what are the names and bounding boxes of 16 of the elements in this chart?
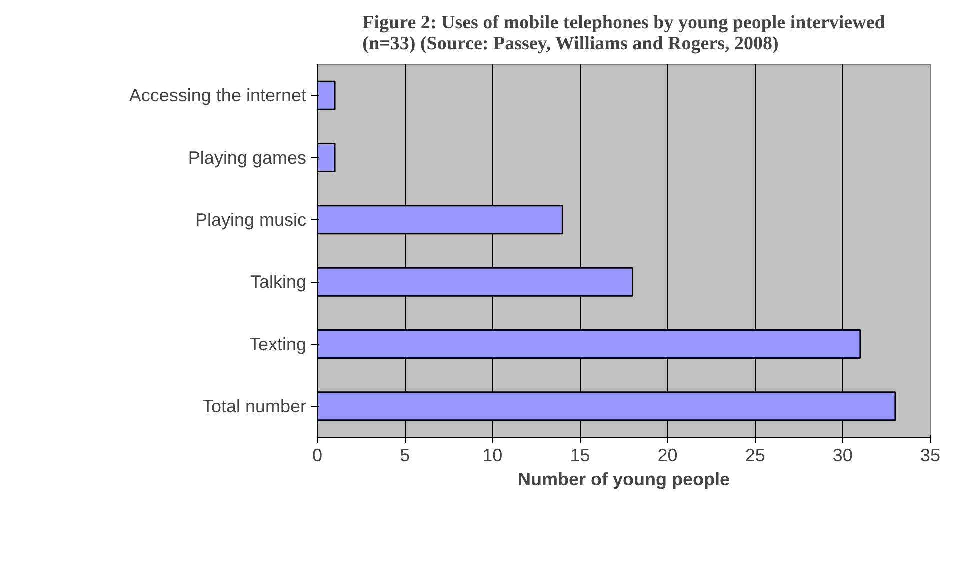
x-tick-label: 35 — [920, 446, 941, 466]
x-tick-label: 15 — [570, 446, 590, 466]
y-tick-label: Playing games — [188, 148, 307, 168]
y-tick-label: Talking — [250, 272, 306, 292]
y-tick-label: Texting — [249, 334, 307, 354]
x-axis-title: Number of young people — [518, 470, 730, 490]
x-tick-label: 20 — [658, 446, 678, 466]
x-tick-label: 0 — [312, 446, 323, 466]
x-tick-label: 25 — [745, 446, 766, 466]
chart-title: Figure 2: Uses of mobile telephones by young people interviewed (n=33) (Source: Passey, Williams and Rogers, 2008) — [362, 12, 886, 54]
x-tick-label: 30 — [832, 446, 853, 466]
y-tick-label: Playing music — [195, 210, 307, 230]
x-tick-label: 5 — [400, 446, 410, 466]
x-tick-label: 10 — [482, 446, 503, 466]
y-tick-label: Total number — [202, 396, 307, 416]
y-tick-label: Accessing the internet — [129, 86, 307, 106]
